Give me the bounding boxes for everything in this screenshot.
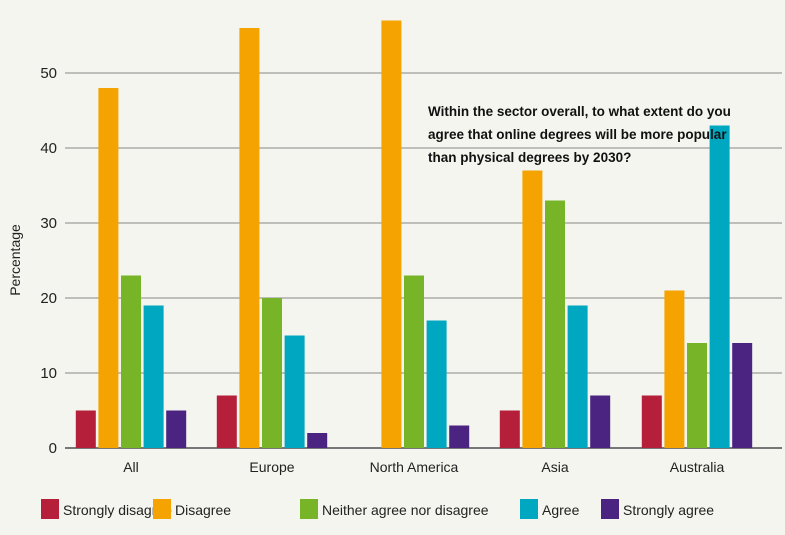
bar-all-strongly-disagree [75, 410, 96, 448]
legend-swatch [153, 499, 171, 519]
svg-text:Within the sector overall, to: Within the sector overall, to what exten… [428, 104, 731, 119]
legend-swatch [41, 499, 59, 519]
legend-label: Strongly agree [623, 502, 714, 518]
legend-swatch [300, 499, 318, 519]
legend-label: Disagree [175, 502, 231, 518]
x-tick-label: North America [370, 459, 459, 475]
bar-europe-disagree [239, 28, 260, 448]
bar-asia-strongly-agree [590, 395, 611, 448]
bar-asia-neither-agree-nor-disagree [545, 200, 565, 448]
legend-label: Agree [542, 502, 580, 518]
legend-swatch [520, 499, 538, 519]
bar-all-disagree [98, 88, 119, 448]
bar-australia-strongly-agree [732, 343, 753, 448]
bar-asia-agree [567, 305, 588, 448]
x-tick-label: Asia [541, 459, 568, 475]
legend-label: Strongly disagree [63, 502, 172, 518]
bar-asia-strongly-disagree [499, 410, 520, 448]
legend-swatch [601, 499, 619, 519]
chart-title: Within the sector overall, to what exten… [428, 104, 731, 165]
x-tick-label: Europe [249, 459, 294, 475]
bar-asia-disagree [522, 170, 543, 448]
bar-europe-strongly-agree [307, 433, 328, 448]
y-axis-label: Percentage [7, 224, 23, 296]
legend: Strongly disagree Disagree Neither agree n… [41, 499, 714, 519]
legend-label: Neither agree nor disagree [322, 502, 489, 518]
y-tick-label: 10 [40, 365, 57, 382]
bar-all-strongly-agree [166, 410, 187, 448]
bar-north-america-agree [426, 320, 447, 448]
bar-australia-agree [709, 125, 730, 448]
bar-north-america-disagree [381, 20, 402, 448]
x-tick-label: All [123, 459, 139, 475]
bar-australia-neither-agree-nor-disagree [687, 343, 707, 448]
bar-north-america-strongly-agree [449, 425, 470, 448]
y-tick-label: 30 [40, 215, 57, 232]
x-tick-label: Australia [670, 459, 725, 475]
bar-europe-strongly-disagree [216, 395, 237, 448]
bar-australia-strongly-disagree [641, 395, 662, 448]
svg-text:than physical degrees by 2030?: than physical degrees by 2030? [428, 150, 631, 165]
y-tick-label: 0 [49, 440, 57, 457]
y-tick-label: 50 [40, 65, 57, 82]
bar-north-america-neither-agree-nor-disagree [404, 275, 424, 448]
bar-australia-disagree [664, 290, 685, 448]
y-tick-label: 40 [40, 140, 57, 157]
bar-europe-neither-agree-nor-disagree [262, 298, 282, 448]
bar-all-agree [143, 305, 164, 448]
bar-all-neither-agree-nor-disagree [121, 275, 141, 448]
bar-europe-agree [284, 335, 305, 448]
svg-text:agree that online degrees will: agree that online degrees will be more p… [428, 127, 727, 142]
y-tick-label: 20 [40, 290, 57, 307]
